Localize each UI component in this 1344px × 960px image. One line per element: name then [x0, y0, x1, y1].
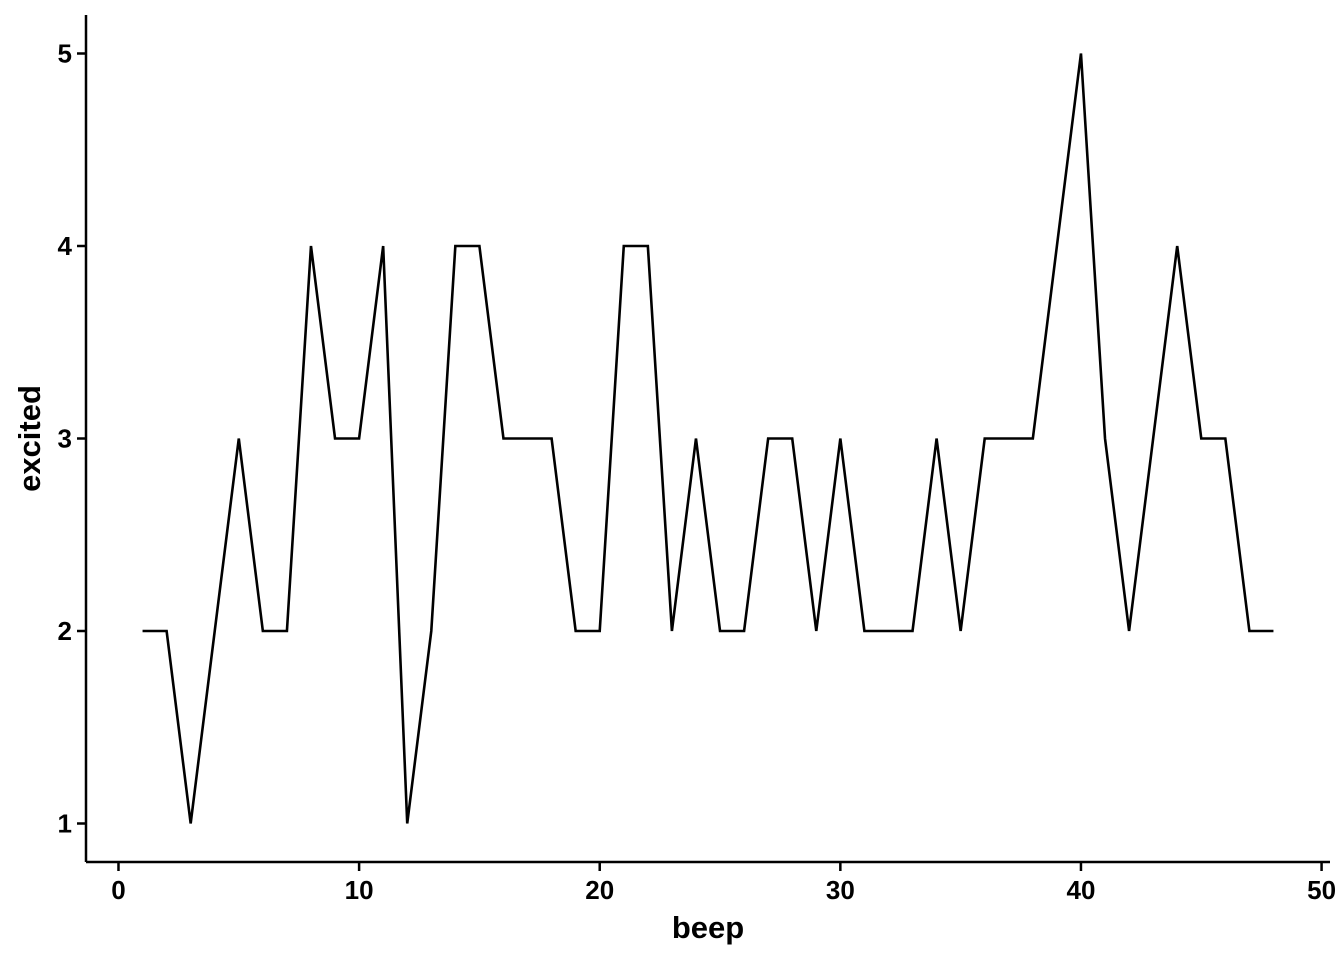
y-tick-label: 5: [58, 39, 72, 69]
y-tick-label: 2: [58, 616, 72, 646]
x-tick-label: 30: [826, 875, 855, 905]
x-tick-label: 10: [345, 875, 374, 905]
y-tick-label: 1: [58, 809, 72, 839]
series-line: [142, 53, 1274, 824]
y-tick-label: 3: [58, 424, 72, 454]
y-tick-label: 4: [58, 231, 73, 261]
x-axis-ticks: 0 10 20 30 40 50: [111, 862, 1336, 905]
x-tick-label: 40: [1066, 875, 1095, 905]
y-axis-ticks: 1 2 3 4 5: [58, 39, 86, 839]
y-axis-title: excited: [12, 385, 47, 492]
x-tick-label: 20: [585, 875, 614, 905]
x-tick-label: 0: [111, 875, 125, 905]
x-tick-label: 50: [1307, 875, 1336, 905]
axes: [84, 15, 1330, 864]
x-axis-title: beep: [672, 910, 744, 945]
